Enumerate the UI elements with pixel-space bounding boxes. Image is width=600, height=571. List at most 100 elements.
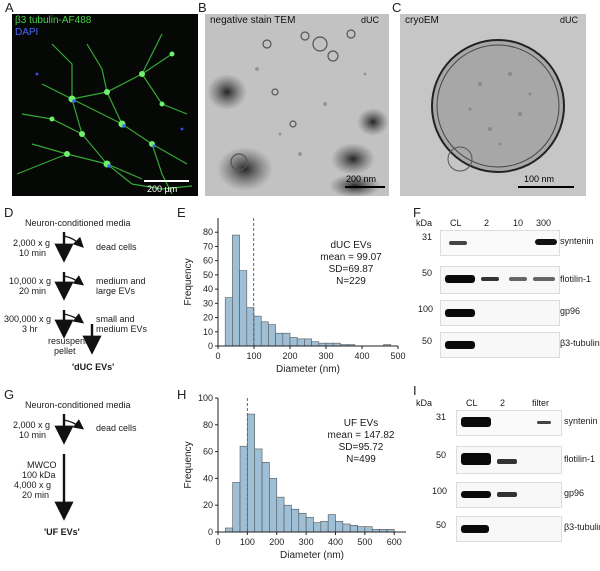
blot-i-marker-3: 100 — [432, 486, 448, 496]
scale-bar-a — [144, 180, 189, 182]
flowchart-uf-arrows — [54, 414, 85, 521]
neuron-fluorescence-image: β3 tubulin-AF488 DAPI 200 µm — [12, 14, 198, 196]
flow-g-step1-out: dead cells — [96, 423, 137, 433]
band — [509, 277, 527, 281]
blot-i-marker-4: 50 — [436, 520, 447, 530]
scale-bar-b — [345, 186, 385, 188]
blot-f-lane-300: 300 — [536, 218, 552, 228]
blot-f-protein-flotilin: flotilin-1 — [560, 274, 592, 284]
panel-label-e: E — [177, 205, 186, 220]
histogram-bar — [282, 332, 291, 347]
negative-stain-tem-image: negative stain TEM dUC 200 nm — [205, 14, 389, 196]
histogram-bar — [342, 523, 351, 533]
x-tick-label: 500 — [357, 537, 372, 547]
flow-d-step2-out2: large EVs — [96, 286, 136, 296]
blot-f-lane-2: 2 — [484, 218, 490, 228]
blot-i-lane-cl: CL — [466, 398, 478, 408]
y-tick-label: 60 — [203, 447, 213, 457]
flow-d-pellet: pellet — [54, 346, 76, 356]
flow-d-step3-cond1: 300,000 x g — [4, 314, 52, 324]
blot-f-strip-gp96 — [440, 300, 560, 326]
blot-f-kda: kDa — [416, 218, 433, 228]
blot-i-protein-syntenin: syntenin — [564, 416, 598, 426]
scale-bar-label-c: 100 nm — [524, 174, 555, 184]
flow-g-mwco-4: 20 min — [22, 490, 50, 500]
histogram-uf: 0 20 40 60 80 100 0 100 200 300 400 500 600 Diameter … — [183, 393, 406, 561]
histogram-bar — [260, 321, 269, 347]
blot-f-strip-tubulin — [440, 332, 560, 358]
histogram-bar — [246, 307, 255, 347]
scale-bar-label-a: 200 µm — [147, 184, 178, 194]
blot-i-protein-flotilin: flotilin-1 — [564, 454, 596, 464]
blot-f-strip-syntenin — [440, 230, 560, 256]
band — [461, 525, 489, 533]
y-tick-label: 30 — [203, 298, 213, 308]
blot-f-lane-10: 10 — [513, 218, 524, 228]
histogram-bar — [305, 516, 314, 533]
western-blot-duc: kDa CL 2 10 300 31 syntenin 50 flotilin-… — [416, 218, 600, 378]
x-tick-label: 100 — [246, 351, 261, 361]
flowchart-duc-arrows — [54, 232, 102, 355]
hist-h-annotations: UF EVs mean = 147.82 SD=95.72 N=499 — [316, 418, 406, 466]
panel-label-h: H — [177, 387, 187, 402]
dapi-label: DAPI — [15, 27, 39, 38]
flow-d-step3-out1: small and — [96, 314, 135, 324]
histogram-bar — [232, 234, 240, 347]
band — [497, 492, 517, 497]
cryoem-title: cryoEM — [405, 15, 439, 26]
y-tick-label: 50 — [203, 270, 213, 280]
blot-i-lane-2: 2 — [500, 398, 506, 408]
hist-e-annot-n: N=229 — [336, 276, 366, 287]
panel-label-g: G — [4, 387, 15, 402]
flow-d-step2-out1: medium and — [96, 276, 146, 286]
panel-label-b: B — [198, 0, 207, 15]
y-tick-label: 80 — [203, 227, 213, 237]
histogram-bar — [298, 512, 307, 533]
flow-d-step2-cond1: 10,000 x g — [9, 276, 52, 286]
band — [461, 491, 491, 498]
histogram-bar — [311, 341, 320, 347]
blot-f-lane-cl: CL — [450, 218, 462, 228]
y-tick-label: 100 — [198, 393, 213, 403]
x-tick-label: 400 — [354, 351, 369, 361]
y-tick-label: 10 — [203, 327, 213, 337]
y-tick-label: 0 — [208, 341, 213, 351]
y-tick-label: 60 — [203, 256, 213, 266]
neuron-network-drawing — [16, 33, 193, 195]
y-tick-label: 0 — [208, 527, 213, 537]
band — [461, 417, 491, 427]
tem-particles-drawing — [205, 14, 389, 196]
blot-i-kda: kDa — [416, 398, 433, 408]
histogram-bar — [304, 338, 312, 347]
flow-d-step1-cond2: 10 min — [19, 248, 47, 258]
histogram-bar — [239, 270, 248, 347]
band — [497, 459, 517, 464]
scale-bar-label-b: 200 nm — [346, 174, 377, 184]
histogram-duc: 0 10 20 30 40 50 60 70 80 0 100 200 300 400 500 Diamete… — [183, 218, 406, 375]
x-tick-label: 400 — [328, 537, 343, 547]
x-axis-label: Diameter (nm) — [276, 364, 340, 375]
band — [537, 421, 551, 424]
histogram-bar — [335, 520, 344, 533]
band — [445, 275, 475, 283]
blot-i-marker-2: 50 — [436, 450, 447, 460]
band — [461, 453, 491, 465]
blot-f-marker-4: 50 — [422, 336, 433, 346]
western-blot-uf: kDa CL 2 filter 31 syntenin 50 flotilin-… — [416, 398, 600, 563]
flow-g-mwco-3: 4,000 x g — [14, 480, 52, 490]
stain-label: β3 tubulin-AF488 — [15, 15, 92, 26]
hist-e-annot-sd: SD=69.87 — [328, 264, 374, 275]
blot-i-protein-gp96: gp96 — [564, 488, 585, 498]
y-axis-label: Frequency — [183, 441, 194, 488]
x-tick-label: 600 — [387, 537, 402, 547]
histogram-bar — [261, 462, 270, 533]
band — [535, 239, 557, 245]
hist-h-annot-title: UF EVs — [343, 418, 379, 429]
blot-f-marker-1: 31 — [422, 232, 433, 242]
y-tick-label: 20 — [203, 313, 213, 323]
band — [533, 277, 555, 281]
flow-d-result: 'dUC EVs' — [72, 362, 115, 372]
flow-g-step1-cond1: 2,000 x g — [13, 420, 51, 430]
blot-i-marker-1: 31 — [436, 412, 447, 422]
blot-i-lane-filter: filter — [532, 398, 550, 408]
